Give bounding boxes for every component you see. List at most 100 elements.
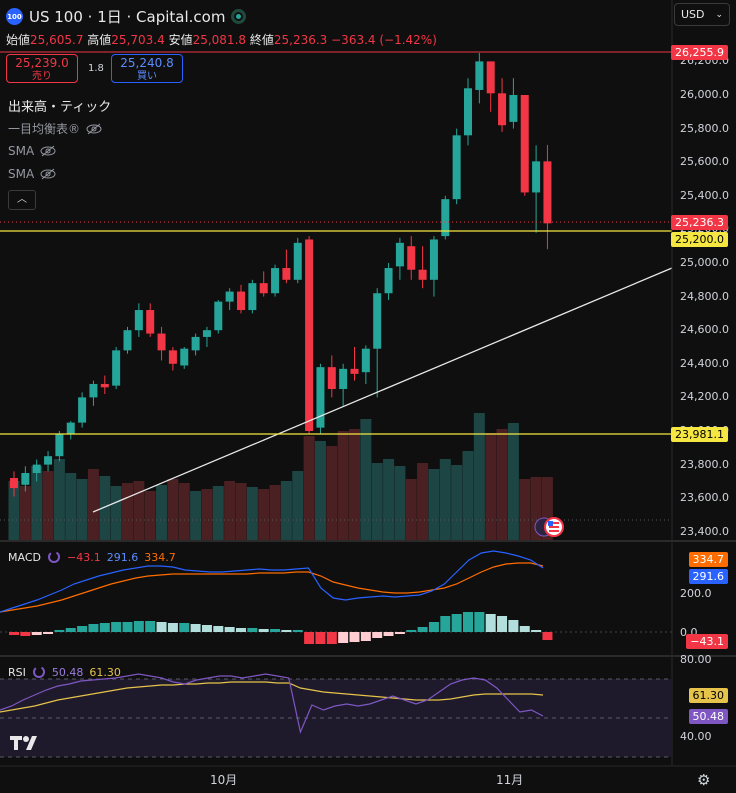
indicator-ichimoku-label: 一目均衡表®: [8, 122, 81, 136]
volume-bar: [201, 489, 213, 541]
candle-body: [361, 348, 370, 373]
macd-histogram-bar: [451, 614, 462, 632]
macd-hist-value: −43.1: [66, 550, 101, 564]
macd-histogram-bar: [88, 624, 99, 632]
macd-histogram-bar: [213, 626, 224, 632]
macd-histogram-bar: [406, 630, 417, 632]
trend-line[interactable]: [92, 267, 673, 513]
high-price-label: 26,255.9: [671, 45, 728, 60]
symbol-header[interactable]: 100 US 100 · 1日 · Capital.com: [6, 6, 247, 27]
rsi-ma-value: 61.30: [89, 665, 121, 679]
volume-bar: [371, 463, 383, 541]
macd-histogram-bar: [122, 622, 133, 632]
close-label: 終値: [249, 33, 274, 47]
volume-bar: [280, 481, 292, 541]
ohlc-legend: 始値25,605.7 高値25,703.4 安値25,081.8 終値25,23…: [6, 31, 437, 48]
macd-histogram-bar: [99, 623, 110, 632]
settings-gear-icon[interactable]: ⚙: [697, 771, 711, 789]
candle-body: [350, 368, 359, 374]
collapse-indicators-button[interactable]: ︿: [8, 190, 36, 210]
macd-histogram-bar: [133, 621, 144, 632]
rsi-tick-80: 80.00: [680, 653, 712, 666]
symbol-title[interactable]: US 100 · 1日 · Capital.com: [29, 8, 226, 26]
volume-bar: [235, 483, 247, 541]
flags-icon[interactable]: [534, 517, 564, 537]
candle-body: [168, 350, 177, 364]
line-price-label-25200: 25,200.0: [671, 232, 728, 247]
rsi-pane: [0, 673, 672, 758]
indicator-volume[interactable]: 出来高・ティック: [8, 96, 111, 115]
candle-body: [520, 95, 529, 193]
candle-body: [191, 336, 200, 351]
currency-label: USD: [681, 8, 705, 21]
macd-histogram-bar: [519, 626, 530, 632]
macd-signal-label: 334.7: [688, 552, 728, 567]
last-price-label: 25,236.3: [671, 215, 728, 230]
candle-body: [146, 310, 155, 334]
macd-histogram-bar: [65, 628, 76, 632]
chevron-down-icon: ⌄: [715, 9, 723, 20]
tradingview-logo[interactable]: [10, 734, 42, 755]
price-tick: 23,400.0: [680, 524, 729, 538]
eye-hidden-icon[interactable]: [40, 145, 56, 157]
candle-body: [418, 269, 427, 280]
volume-bar: [133, 481, 145, 541]
macd-legend[interactable]: MACD −43.1 291.6 334.7: [8, 550, 176, 564]
volume-bar: [326, 446, 338, 541]
volume-bar: [42, 471, 54, 541]
candle-body: [32, 464, 41, 473]
candle-body: [100, 383, 109, 388]
volume-bar: [87, 469, 99, 541]
indicator-sma-2[interactable]: SMA: [8, 167, 56, 181]
indicator-ichimoku[interactable]: 一目均衡表®: [8, 120, 102, 137]
macd-histogram-bar: [247, 628, 258, 632]
volume-bar: [541, 477, 553, 541]
candle-body: [237, 291, 245, 311]
candle-body: [10, 478, 18, 489]
indicator-sma-1[interactable]: SMA: [8, 144, 56, 158]
volume-bar: [224, 481, 236, 541]
volume-bar: [507, 423, 519, 541]
loading-icon: [32, 666, 45, 678]
macd-histogram-bar: [315, 632, 326, 644]
candle-body: [271, 268, 280, 294]
volume-bar: [383, 459, 395, 541]
price-tick: 26,000.0: [680, 88, 729, 101]
macd-histogram-bar: [372, 632, 383, 638]
volume-bar: [473, 413, 485, 541]
eye-hidden-icon[interactable]: [40, 168, 56, 180]
buy-button[interactable]: 25,240.8 買い: [111, 54, 183, 83]
price-tick: 24,600.0: [680, 323, 729, 337]
macd-histogram-bar: [167, 623, 178, 632]
volume-bar: [349, 429, 360, 541]
eye-hidden-icon[interactable]: [86, 123, 102, 135]
candle-body: [452, 135, 461, 200]
macd-histogram-bar: [326, 632, 337, 644]
sell-button[interactable]: 25,239.0 売り: [6, 54, 78, 83]
volume-bar: [99, 476, 111, 541]
candle-body: [282, 268, 291, 280]
volume-bars: [8, 413, 553, 541]
macd-histogram-bar: [485, 614, 496, 632]
macd-histogram-bar: [508, 620, 519, 632]
currency-select[interactable]: USD ⌄: [674, 3, 730, 26]
volume-bar: [451, 465, 463, 541]
price-tick: 25,600.0: [680, 155, 729, 169]
macd-histogram-bar: [338, 632, 349, 643]
rsi-value: 50.48: [51, 665, 84, 679]
volume-bar: [292, 471, 304, 541]
candle-body: [180, 348, 189, 366]
candle-body: [316, 367, 325, 428]
candle-body: [407, 246, 416, 270]
macd-hist-label: −43.1: [686, 634, 728, 649]
price-tick: 25,400.0: [680, 188, 729, 202]
high-label: 高値: [87, 33, 112, 47]
macd-histogram-bar: [417, 627, 428, 632]
macd-histogram-bar: [224, 627, 235, 632]
price-tick: 23,800.0: [680, 457, 729, 471]
indicator-volume-label: 出来高・ティック: [8, 100, 112, 115]
macd-histogram-bar: [9, 632, 19, 635]
rsi-legend[interactable]: RSI 50.48 61.30: [8, 665, 121, 679]
volume-bar: [519, 479, 531, 541]
